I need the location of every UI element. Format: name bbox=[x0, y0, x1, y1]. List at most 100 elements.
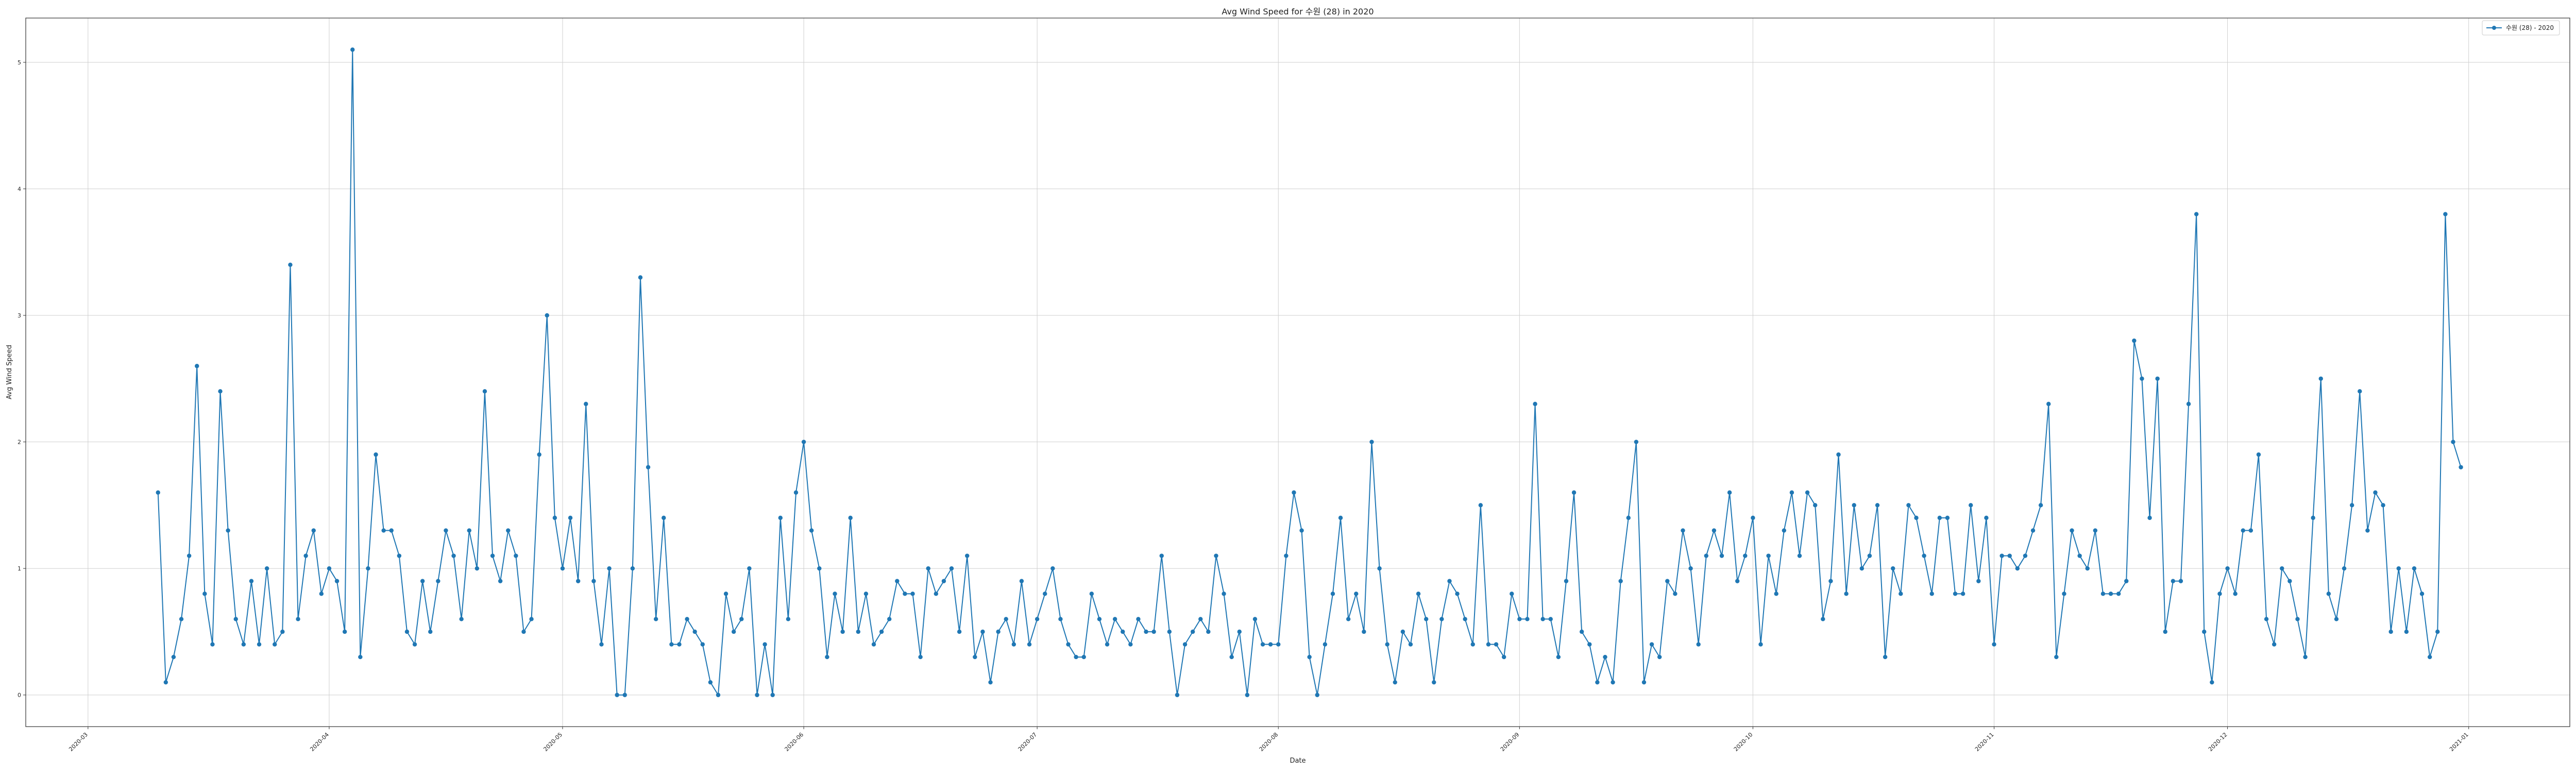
data-point bbox=[1043, 591, 1047, 596]
data-point bbox=[1385, 642, 1389, 647]
data-point bbox=[1665, 579, 1670, 583]
data-point bbox=[2419, 591, 2425, 596]
data-point bbox=[1899, 591, 1903, 596]
data-point bbox=[2373, 490, 2378, 495]
data-point bbox=[195, 364, 199, 368]
data-point bbox=[716, 693, 721, 697]
data-point bbox=[1743, 553, 1748, 558]
data-point bbox=[957, 629, 962, 634]
data-point bbox=[833, 591, 837, 596]
data-point bbox=[918, 654, 923, 660]
data-point bbox=[2155, 376, 2160, 381]
data-point bbox=[1011, 642, 1016, 647]
data-point bbox=[2147, 515, 2152, 520]
data-point bbox=[2077, 553, 2082, 558]
data-point bbox=[1121, 629, 1125, 634]
data-point bbox=[996, 629, 1001, 634]
data-point bbox=[988, 680, 993, 685]
data-point bbox=[1423, 617, 1429, 621]
data-point bbox=[2007, 553, 2012, 558]
data-point bbox=[1735, 579, 1740, 583]
legend-entry: 수원 (28) - 2020 bbox=[2506, 24, 2554, 31]
data-point bbox=[2030, 528, 2036, 533]
data-point bbox=[817, 566, 822, 571]
data-point bbox=[700, 642, 705, 647]
data-point bbox=[2248, 528, 2253, 533]
data-point bbox=[615, 693, 619, 697]
data-point bbox=[2202, 629, 2207, 634]
data-point bbox=[1190, 629, 1195, 634]
data-point bbox=[692, 629, 697, 634]
data-point bbox=[404, 629, 410, 634]
data-point bbox=[1681, 528, 1685, 533]
data-point bbox=[1517, 617, 1522, 621]
data-point bbox=[622, 693, 627, 697]
data-point bbox=[545, 313, 549, 318]
data-point bbox=[1711, 528, 1717, 533]
data-point bbox=[334, 579, 340, 583]
data-point bbox=[1252, 617, 1258, 621]
data-point bbox=[2342, 566, 2347, 571]
data-point bbox=[1027, 642, 1032, 647]
data-point bbox=[1641, 680, 1647, 685]
data-point bbox=[397, 553, 402, 558]
y-tick-label: 5 bbox=[18, 59, 21, 66]
data-point bbox=[1992, 642, 1996, 647]
data-point bbox=[1478, 503, 1483, 508]
data-point bbox=[1719, 553, 1724, 558]
data-point bbox=[1400, 629, 1405, 634]
data-point bbox=[1704, 553, 1708, 558]
data-point bbox=[2404, 629, 2409, 634]
data-point bbox=[1937, 515, 1942, 520]
data-point bbox=[2435, 629, 2440, 634]
data-point bbox=[879, 629, 884, 634]
data-point bbox=[1198, 617, 1203, 621]
data-point bbox=[2186, 401, 2191, 407]
data-point bbox=[646, 465, 651, 469]
data-point bbox=[1074, 654, 1078, 660]
data-point bbox=[1922, 553, 1926, 558]
data-point bbox=[1222, 591, 1226, 596]
data-point bbox=[1774, 591, 1778, 596]
data-point bbox=[482, 389, 487, 394]
data-point bbox=[1486, 642, 1491, 647]
data-point bbox=[731, 629, 736, 634]
data-point bbox=[296, 617, 300, 621]
data-point bbox=[2326, 591, 2331, 596]
data-point bbox=[584, 401, 588, 407]
data-point bbox=[1564, 579, 1569, 583]
data-point bbox=[467, 528, 471, 533]
data-point bbox=[1004, 617, 1008, 621]
y-tick-label: 2 bbox=[18, 439, 21, 446]
data-point bbox=[1976, 579, 1981, 583]
legend-marker-swatch bbox=[2492, 26, 2496, 30]
data-point bbox=[1969, 503, 1973, 508]
data-point bbox=[537, 452, 541, 457]
data-point bbox=[2015, 566, 2020, 571]
data-point bbox=[374, 452, 378, 457]
data-point bbox=[2358, 389, 2362, 394]
data-point bbox=[708, 680, 713, 685]
data-point bbox=[156, 490, 160, 495]
data-point bbox=[1696, 642, 1701, 647]
data-point bbox=[226, 528, 230, 533]
data-point bbox=[187, 553, 192, 558]
data-point bbox=[1105, 642, 1110, 647]
data-point bbox=[1136, 617, 1141, 621]
data-point bbox=[560, 566, 565, 571]
data-point bbox=[2100, 591, 2106, 596]
data-point bbox=[1214, 553, 1218, 558]
data-point bbox=[428, 629, 433, 634]
data-point bbox=[218, 389, 223, 394]
data-point bbox=[1618, 579, 1623, 583]
data-point bbox=[607, 566, 612, 571]
data-point bbox=[1875, 503, 1880, 508]
data-point bbox=[1611, 680, 1615, 685]
data-point bbox=[1315, 693, 1319, 697]
data-point bbox=[273, 642, 277, 647]
data-point bbox=[1579, 629, 1584, 634]
data-point bbox=[1463, 617, 1467, 621]
data-point bbox=[1416, 591, 1421, 596]
data-point bbox=[1984, 515, 1989, 520]
